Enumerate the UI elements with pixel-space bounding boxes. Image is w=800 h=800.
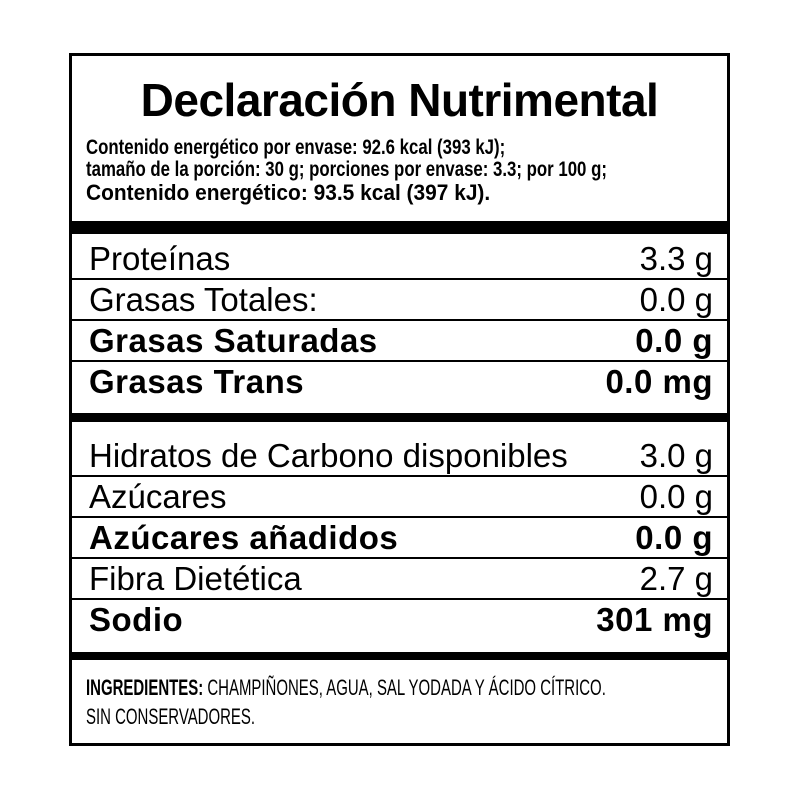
nutrition-label: Declaración Nutrimental Contenido energé…	[69, 53, 730, 746]
ingredients-label: INGREDIENTES:	[86, 675, 204, 700]
nutrient-name: Grasas Trans	[89, 363, 305, 400]
nutrient-value: 2.7 g	[639, 560, 713, 597]
nutrient-value: 301 mg	[596, 601, 713, 638]
section-divider-bar	[72, 652, 727, 660]
nutrient-section-fats: Proteínas 3.3 g Grasas Totales: 0.0 g Grasas…	[72, 234, 727, 413]
nutrient-name: Grasas Totales:	[89, 281, 318, 318]
nutrient-name: Azúcares	[89, 478, 227, 515]
nutrient-name: Proteínas	[89, 240, 231, 277]
ingredients-text: CHAMPIÑONES, AGUA, SAL YODADA Y ÁCIDO CÍ…	[207, 675, 606, 700]
nutrient-value: 0.0 g	[635, 519, 713, 556]
nutrient-value: 3.0 g	[639, 437, 713, 474]
nutrient-row: Grasas Trans 0.0 mg	[72, 360, 727, 413]
nutrient-name: Fibra Dietética	[89, 560, 302, 597]
nutrient-row: Grasas Totales: 0.0 g	[72, 278, 727, 319]
section-divider-bar	[72, 221, 727, 234]
nutrient-value: 0.0 g	[639, 478, 713, 515]
energy-info: Contenido energético por envase: 92.6 kc…	[86, 136, 713, 205]
nutrient-row: Fibra Dietética 2.7 g	[72, 557, 727, 598]
energy-info-line-2: tamaño de la porción: 30 g; porciones po…	[86, 158, 607, 181]
nutrient-value: 0.0 g	[639, 281, 713, 318]
nutrient-name: Azúcares añadidos	[89, 519, 399, 556]
nutrient-section-carbs-sodium: Hidratos de Carbono disponibles 3.0 g Azúc…	[72, 422, 727, 652]
nutrient-row: Grasas Saturadas 0.0 g	[72, 319, 727, 360]
ingredients-section: INGREDIENTES: CHAMPIÑONES, AGUA, SAL YOD…	[72, 660, 727, 731]
nutrient-value: 0.0 mg	[605, 363, 713, 400]
nutrient-row: Azúcares 0.0 g	[72, 475, 727, 516]
nutrient-row: Azúcares añadidos 0.0 g	[72, 516, 727, 557]
ingredients-line-1: INGREDIENTES: CHAMPIÑONES, AGUA, SAL YOD…	[86, 673, 606, 702]
energy-info-line-1: Contenido energético por envase: 92.6 kc…	[86, 136, 506, 159]
section-divider-bar	[72, 413, 727, 422]
nutrient-row: Hidratos de Carbono disponibles 3.0 g	[72, 422, 727, 475]
nutrient-name: Grasas Saturadas	[89, 322, 378, 359]
nutrient-value: 0.0 g	[635, 322, 713, 359]
energy-info-line-3: Contenido energético: 93.5 kcal (397 kJ)…	[86, 180, 491, 205]
nutrient-row: Sodio 301 mg	[72, 598, 727, 652]
page-title: Declaración Nutrimental	[140, 74, 659, 126]
ingredients-line-2: SIN CONSERVADORES.	[86, 704, 256, 729]
nutrient-name: Hidratos de Carbono disponibles	[89, 437, 568, 474]
nutrient-row: Proteínas 3.3 g	[72, 234, 727, 278]
nutrient-name: Sodio	[89, 601, 184, 638]
nutrient-value: 3.3 g	[639, 240, 713, 277]
